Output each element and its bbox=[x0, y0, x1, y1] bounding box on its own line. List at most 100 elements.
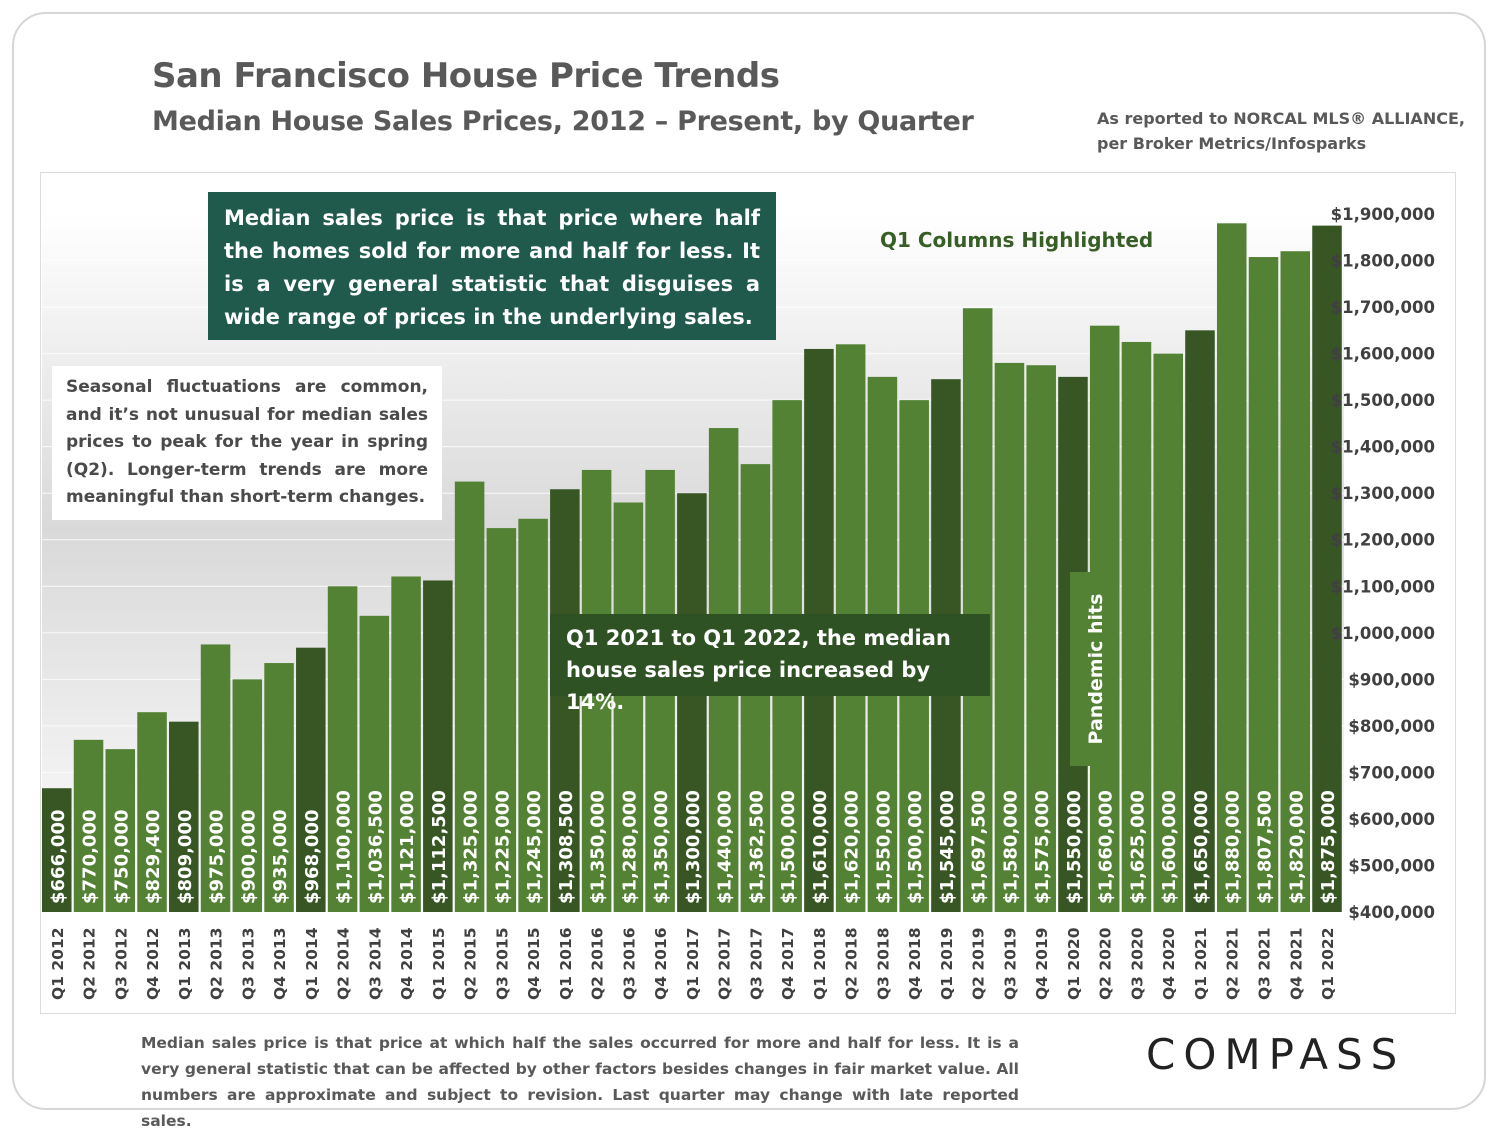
bar-value-label: $1,350,000 bbox=[651, 790, 672, 904]
bar-q3-2014 bbox=[359, 615, 390, 912]
x-tick-label: Q3 2013 bbox=[239, 928, 257, 1001]
bar-value-label: $1,550,000 bbox=[873, 790, 894, 904]
yoy-change-callout: Q1 2021 to Q1 2022, the median house sal… bbox=[550, 614, 990, 714]
bar-value-label: $1,308,500 bbox=[556, 790, 577, 904]
y-tick-label: $1,800,000 bbox=[1331, 252, 1435, 271]
bar-q1-2013 bbox=[169, 721, 199, 912]
x-tick-label: Q1 2014 bbox=[303, 927, 321, 1000]
x-tick-label: Q4 2018 bbox=[906, 928, 924, 1001]
y-tick-label: $1,900,000 bbox=[1331, 205, 1435, 224]
data-source-note: As reported to NORCAL MLS® ALLIANCE, per… bbox=[1097, 106, 1465, 156]
bar-value-label: $1,440,000 bbox=[715, 790, 736, 904]
y-tick-label: $1,200,000 bbox=[1331, 531, 1435, 550]
bar-q3-2021 bbox=[1248, 257, 1279, 912]
x-tick-label: Q2 2018 bbox=[843, 928, 861, 1001]
bar-value-label: $1,362,500 bbox=[746, 790, 767, 904]
page-subtitle: Median House Sales Prices, 2012 – Presen… bbox=[152, 106, 974, 137]
x-tick-label: Q3 2015 bbox=[493, 928, 511, 1001]
bar-q1-2014 bbox=[296, 647, 326, 912]
x-tick-label: Q3 2014 bbox=[366, 927, 384, 1000]
y-tick-label: $1,600,000 bbox=[1331, 345, 1435, 364]
bar-value-label: $1,875,000 bbox=[1318, 790, 1339, 904]
bar-q2-2019 bbox=[962, 308, 993, 913]
x-tick-label: Q2 2021 bbox=[1224, 928, 1242, 1001]
x-tick-label: Q1 2015 bbox=[430, 928, 448, 1001]
x-tick-label: Q2 2020 bbox=[1097, 927, 1115, 1000]
x-tick-label: Q3 2017 bbox=[747, 928, 765, 1001]
bar-value-label: $1,300,000 bbox=[683, 790, 704, 904]
bar-value-label: $1,580,000 bbox=[1000, 790, 1021, 904]
bar-value-label: $1,660,000 bbox=[1096, 790, 1117, 904]
y-tick-label: $700,000 bbox=[1348, 763, 1435, 782]
bar-q1-2017 bbox=[677, 493, 707, 912]
bar-q2-2014 bbox=[327, 586, 358, 912]
bar-value-label: $1,600,000 bbox=[1159, 790, 1180, 904]
bar-value-label: $666,000 bbox=[48, 809, 69, 904]
bar-q2-2013 bbox=[200, 644, 231, 912]
compass-logo: COMPASS bbox=[1146, 1030, 1406, 1079]
bar-value-label: $975,000 bbox=[207, 809, 228, 904]
bar-q4-2014 bbox=[391, 576, 421, 912]
bar-value-label: $1,500,000 bbox=[778, 790, 799, 904]
x-tick-label: Q3 2021 bbox=[1255, 928, 1273, 1001]
x-tick-label: Q4 2021 bbox=[1287, 928, 1305, 1001]
x-tick-label: Q1 2013 bbox=[176, 928, 194, 1001]
bar-value-label: $1,697,500 bbox=[969, 790, 990, 904]
bar-q4-2020 bbox=[1153, 353, 1183, 913]
bar-value-label: $1,245,000 bbox=[524, 790, 545, 904]
x-tick-label: Q4 2014 bbox=[398, 927, 416, 1000]
y-tick-label: $1,300,000 bbox=[1331, 484, 1435, 503]
x-tick-label: Q3 2018 bbox=[874, 928, 892, 1001]
bar-value-label: $1,550,000 bbox=[1064, 790, 1085, 904]
bar-q4-2013 bbox=[264, 663, 294, 912]
bar-value-label: $1,620,000 bbox=[842, 790, 863, 904]
bar-value-label: $900,000 bbox=[238, 809, 259, 904]
x-tick-label: Q1 2019 bbox=[938, 928, 956, 1001]
page-title: San Francisco House Price Trends bbox=[152, 56, 780, 96]
bar-value-label: $1,610,000 bbox=[810, 790, 831, 904]
bar-value-label: $1,121,000 bbox=[397, 790, 418, 904]
bar-value-label: $1,100,000 bbox=[334, 790, 355, 904]
x-tick-label: Q2 2017 bbox=[716, 928, 734, 1001]
y-tick-label: $1,500,000 bbox=[1331, 391, 1435, 410]
x-tick-label: Q2 2013 bbox=[208, 928, 226, 1001]
x-tick-label: Q4 2013 bbox=[271, 928, 289, 1001]
bar-q4-2019 bbox=[1026, 365, 1056, 912]
y-tick-label: $1,700,000 bbox=[1331, 298, 1435, 317]
y-tick-label: $800,000 bbox=[1348, 717, 1435, 736]
bar-value-label: $1,545,000 bbox=[937, 790, 958, 904]
x-tick-label: Q2 2019 bbox=[970, 928, 988, 1001]
bar-q1-2012 bbox=[42, 788, 72, 912]
y-tick-label: $1,000,000 bbox=[1331, 624, 1435, 643]
x-tick-label: Q1 2018 bbox=[811, 928, 829, 1001]
bar-q2-2012 bbox=[73, 739, 104, 912]
bar-value-label: $1,820,000 bbox=[1286, 790, 1307, 904]
x-tick-label: Q1 2017 bbox=[684, 928, 702, 1001]
x-tick-label: Q4 2020 bbox=[1160, 927, 1178, 1000]
bar-q1-2021 bbox=[1185, 330, 1215, 912]
bar-value-label: $1,225,000 bbox=[492, 790, 513, 904]
seasonal-callout: Seasonal fluctuations are common, and it… bbox=[52, 366, 442, 520]
bar-value-label: $1,625,000 bbox=[1127, 790, 1148, 904]
x-tick-label: Q4 2015 bbox=[525, 928, 543, 1001]
y-tick-label: $1,100,000 bbox=[1331, 577, 1435, 596]
bar-value-label: $1,807,500 bbox=[1254, 790, 1275, 904]
bar-q1-2015 bbox=[423, 580, 453, 912]
bar-q3-2020 bbox=[1121, 341, 1152, 912]
bar-value-label: $1,112,500 bbox=[429, 790, 450, 904]
bar-q4-2012 bbox=[137, 712, 167, 912]
bar-value-label: $750,000 bbox=[111, 809, 132, 904]
footnote: Median sales price is that price at whic… bbox=[141, 1034, 1019, 1130]
x-tick-label: Q3 2016 bbox=[620, 928, 638, 1001]
x-tick-label: Q1 2022 bbox=[1319, 928, 1337, 1001]
bar-q3-2013 bbox=[232, 679, 263, 912]
bar-value-label: $1,500,000 bbox=[905, 790, 926, 904]
y-tick-label: $400,000 bbox=[1348, 903, 1435, 922]
bar-value-label: $1,350,000 bbox=[588, 790, 609, 904]
bar-q1-2022 bbox=[1312, 225, 1342, 913]
bar-q2-2015 bbox=[454, 481, 485, 912]
bar-value-label: $1,280,000 bbox=[619, 790, 640, 904]
bar-value-label: $1,650,000 bbox=[1191, 790, 1212, 904]
source-line-2: per Broker Metrics/Infosparks bbox=[1097, 134, 1367, 153]
